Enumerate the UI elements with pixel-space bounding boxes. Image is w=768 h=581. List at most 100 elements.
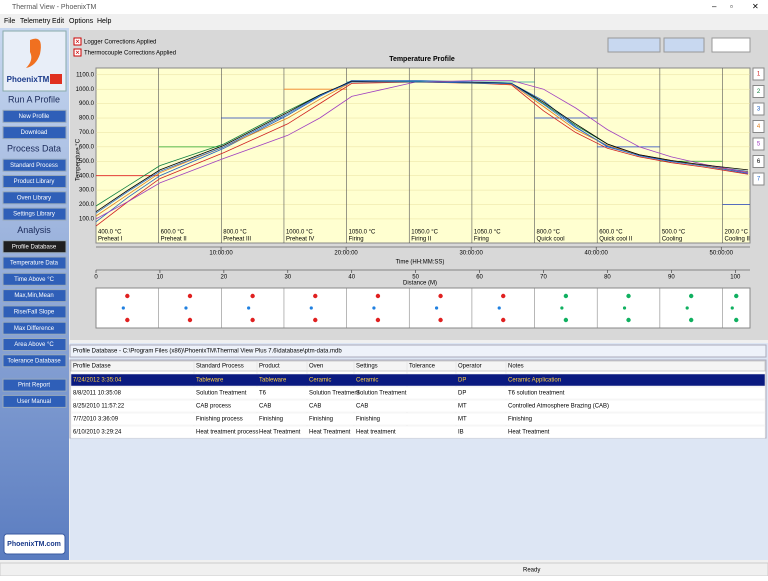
heater-icon	[375, 317, 381, 323]
column-header[interactable]: Operator	[458, 364, 482, 370]
menu-item[interactable]: Help	[97, 18, 112, 25]
sidebar-button[interactable]	[2, 272, 67, 286]
legend-box[interactable]	[752, 172, 765, 186]
sidebar-button[interactable]	[2, 289, 67, 303]
sidebar-button-label: Area Above °C	[14, 342, 54, 348]
info-box	[607, 37, 661, 53]
y-tick-label: 400.0	[79, 173, 95, 179]
table-cell: Heat Treatment	[508, 430, 550, 436]
x-tick-label: 10	[157, 275, 164, 281]
table-cell: Heat Treatment	[309, 430, 351, 436]
database-title-bar	[69, 344, 767, 358]
maximize[interactable]: ▫	[730, 2, 733, 11]
legend-label: 2	[757, 89, 761, 95]
table-cell: 7/24/2012 3:35:04	[73, 378, 122, 384]
table-row[interactable]	[70, 373, 766, 387]
sidebar-button[interactable]	[2, 321, 67, 335]
table-row[interactable]	[70, 412, 766, 426]
sidebar-button[interactable]	[2, 158, 67, 172]
legend-box[interactable]	[752, 67, 765, 81]
menu-item[interactable]: File	[4, 18, 15, 25]
sidebar-button-label: Oven Library	[17, 195, 51, 201]
heater-icon	[250, 317, 255, 323]
checkbox[interactable]	[73, 48, 82, 57]
table-row[interactable]	[70, 386, 766, 400]
table-header	[70, 360, 766, 372]
menu-item[interactable]: Telemetry	[20, 18, 51, 25]
time-tick-label: 10:00:00	[209, 251, 233, 257]
y-tick-label: 700.0	[79, 130, 95, 136]
heater-icon	[438, 293, 443, 299]
close[interactable]: ✕	[752, 2, 759, 11]
sidebar-button[interactable]	[2, 126, 67, 140]
legend-box[interactable]	[752, 102, 765, 116]
x-tick-label: 0	[94, 275, 98, 281]
sidebar-button[interactable]	[2, 354, 67, 368]
menu-item[interactable]: Edit	[52, 18, 64, 25]
fan-icon	[497, 306, 501, 310]
zone-name: Quick cool II	[599, 237, 632, 243]
menu-item[interactable]: Options	[69, 18, 94, 25]
x-tick-label: 20	[221, 275, 228, 281]
table-row[interactable]	[70, 399, 766, 413]
sidebar-button[interactable]	[2, 394, 67, 408]
sidebar-button[interactable]	[2, 256, 67, 270]
y-axis-label: Temperature °C	[76, 138, 82, 181]
column-header[interactable]: Profile Datase	[73, 364, 111, 370]
sidebar-button[interactable]	[2, 305, 67, 319]
sidebar-button[interactable]	[2, 378, 67, 392]
column-header[interactable]: Tolerance	[409, 364, 436, 370]
table-cell: Solution Treatment	[309, 391, 360, 397]
sidebar-button[interactable]	[2, 191, 67, 205]
fan-icon	[121, 306, 125, 310]
x-tick-label: 50	[412, 275, 419, 281]
column-header[interactable]: Settings	[356, 364, 378, 370]
time-axis-label: Time (HH:MM:SS)	[396, 260, 445, 266]
table-cell: Heat Treatment	[259, 430, 301, 436]
footer-link[interactable]: PhoenixTM.com	[7, 541, 61, 548]
sidebar-button[interactable]	[2, 175, 67, 188]
minimize[interactable]: –	[712, 2, 717, 11]
checkbox[interactable]	[73, 37, 82, 46]
column-header[interactable]: Standard Process	[196, 364, 244, 370]
legend-box[interactable]	[752, 155, 765, 168]
table-cell: Heat treatment	[356, 430, 396, 436]
fan-icon	[730, 306, 734, 310]
column-header[interactable]: Notes	[508, 364, 524, 370]
time-tick-label: 20:00:00	[334, 251, 358, 257]
fan-icon	[309, 306, 313, 310]
heater-icon	[250, 293, 255, 299]
table-row[interactable]	[70, 425, 766, 439]
y-tick-label: 100.0	[79, 217, 95, 223]
checkbox-label: Logger Corrections Applied	[84, 40, 156, 46]
sidebar-button-label: Settings Library	[13, 212, 55, 218]
zone-setpoint-label: 400.0 °C	[98, 230, 122, 236]
column-header[interactable]: Product	[259, 364, 280, 370]
tool-buttons[interactable]	[711, 37, 751, 53]
legend-box[interactable]	[752, 137, 765, 151]
logo-text: PhoenixTM	[7, 75, 50, 84]
column-header[interactable]: Oven	[309, 364, 323, 370]
y-tick-label: 1000.0	[76, 87, 95, 93]
zone-name: Preheat II	[161, 237, 187, 243]
x-tick-label: 80	[604, 275, 611, 281]
y-tick-label: 1100.0	[76, 72, 95, 78]
legend-box[interactable]	[752, 85, 765, 98]
zone-name: Cooling II	[725, 237, 751, 243]
sidebar-button-label: Standard Process	[10, 163, 58, 169]
sidebar-button-label: Tolerance Database	[7, 358, 61, 364]
checkbox-x: ✕	[75, 51, 80, 57]
sidebar-button[interactable]	[2, 109, 67, 123]
legend-box[interactable]	[752, 120, 765, 133]
sidebar-button[interactable]	[2, 240, 67, 254]
sidebar-button[interactable]	[2, 207, 67, 221]
table-cell: DP	[458, 378, 466, 384]
zone-setpoint-label: 1050.0 °C	[474, 230, 501, 236]
status-bar	[0, 562, 768, 577]
heater-icon	[734, 317, 739, 323]
table-cell: Finishing	[309, 417, 333, 423]
time-tick-label: 30:00:00	[459, 251, 483, 257]
heater-icon	[125, 317, 130, 323]
sidebar-button[interactable]	[2, 338, 67, 351]
heater-icon	[688, 317, 694, 323]
